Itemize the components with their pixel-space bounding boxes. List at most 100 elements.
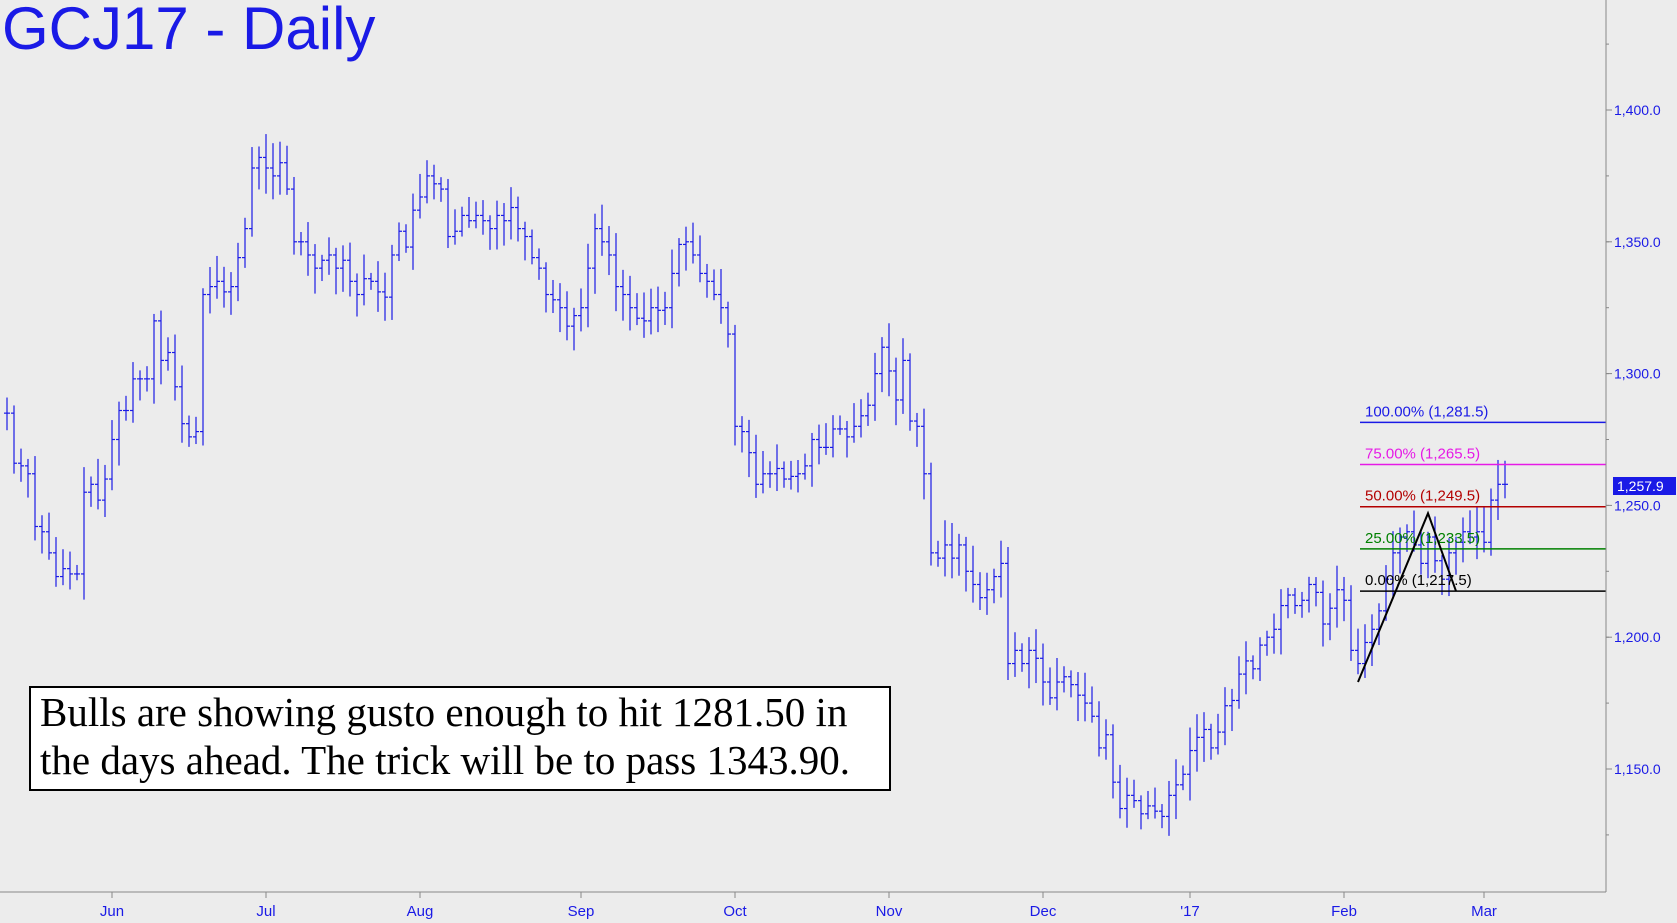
price-bar [298,231,304,256]
fib-level-label: 0.00% (1,217.5) [1365,572,1472,589]
price-bar [4,397,10,431]
price-bar [1208,723,1214,760]
price-bar [529,229,535,265]
price-bar [1201,712,1207,762]
price-bar [1152,787,1158,819]
price-bar [858,399,864,438]
price-bar [326,237,332,275]
price-bar [1082,672,1088,722]
x-tick-label: Jun [100,903,124,920]
annotation-line-1: Bulls are showing gusto enough to hit 12… [40,689,848,735]
price-bar [578,288,584,332]
price-bar [487,215,493,250]
price-bar [410,193,416,270]
price-bar [1222,687,1228,746]
price-bar [1446,538,1452,597]
price-bar [543,262,549,313]
price-bar [935,540,941,567]
y-tick-label: 1,150.0 [1614,761,1661,777]
fib-level-label: 25.00% (1,233.5) [1365,530,1480,547]
price-bar [1019,643,1025,672]
price-bar [1432,516,1438,573]
price-bar [1488,488,1494,556]
price-bar [914,412,920,447]
price-bar [1173,759,1179,820]
price-bar [1159,804,1165,829]
price-bar [305,222,311,276]
price-bar [921,408,927,500]
x-tick-label: Dec [1030,903,1057,920]
price-bar [165,337,171,371]
price-bar [1348,585,1354,661]
price-bar [690,222,696,264]
price-bar [1362,624,1368,678]
price-bar [746,419,752,478]
price-bar [760,450,766,494]
price-bar [802,453,808,480]
price-bar [1012,632,1018,677]
price-bar [872,352,878,421]
price-bar [704,263,710,298]
price-bar [291,176,297,255]
price-bar [74,564,80,581]
price-bar [963,536,969,592]
price-bar [1068,670,1074,698]
price-bar [816,424,822,465]
price-bar [564,291,570,341]
price-bar [438,177,444,202]
price-bar [1467,510,1473,545]
price-bar [907,353,913,431]
price-bar [683,226,689,271]
price-bar [522,221,528,261]
price-bar [200,288,206,446]
price-bar [445,178,451,249]
price-bar [1117,764,1123,819]
price-bar [1110,724,1116,799]
price-bar [970,545,976,603]
price-bar [641,292,647,338]
price-bar [830,415,836,458]
price-bar [452,209,458,245]
price-bar [613,233,619,312]
price-bar [214,255,220,299]
price-bar [1355,628,1361,675]
price-bar [375,261,381,312]
price-bar [312,244,318,294]
price-bar [1474,506,1480,560]
price-bar [942,520,948,577]
price-bar [571,307,577,351]
price-bar [25,458,31,498]
price-bar [123,395,129,421]
x-tick-label: Sep [568,903,595,920]
price-bar [95,458,101,510]
price-bar [739,416,745,453]
price-bar [53,537,59,587]
price-bar [998,540,1004,598]
price-bar [32,456,38,541]
price-bar [977,572,983,611]
x-tick-label: Aug [407,903,434,920]
x-tick-label: '17 [1180,903,1200,920]
price-bar [207,266,213,314]
price-bar [340,245,346,292]
price-bar [837,415,843,435]
price-bar [1285,587,1291,619]
price-bar [676,238,682,287]
price-bar [1292,588,1298,614]
x-tick-label: Mar [1471,903,1497,920]
price-bar [151,313,157,404]
price-bar [480,200,486,235]
price-bar [1047,667,1053,705]
price-bar [172,334,178,401]
y-tick-label: 1,250.0 [1614,497,1661,513]
price-bar [88,476,94,507]
annotation-line-2: the days ahead. The trick will be to pas… [40,737,850,783]
price-bar [11,405,17,474]
price-bar [1180,765,1186,791]
price-bar [718,269,724,324]
price-bar [823,423,829,455]
price-bar [1145,790,1151,820]
price-bar [1131,779,1137,808]
price-bar [949,523,955,579]
